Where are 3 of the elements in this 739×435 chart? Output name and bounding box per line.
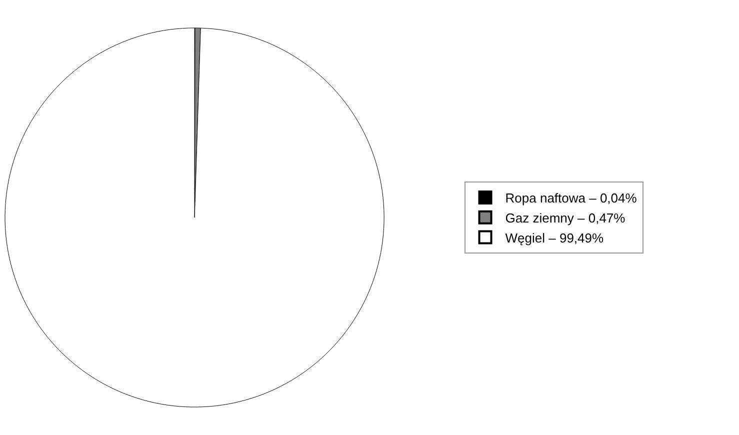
legend-label: Węgiel – 99,49% <box>505 230 604 246</box>
legend-label: Gaz ziemny – 0,47% <box>505 210 626 226</box>
legend-label: Ropa naftowa – 0,04% <box>505 190 638 206</box>
